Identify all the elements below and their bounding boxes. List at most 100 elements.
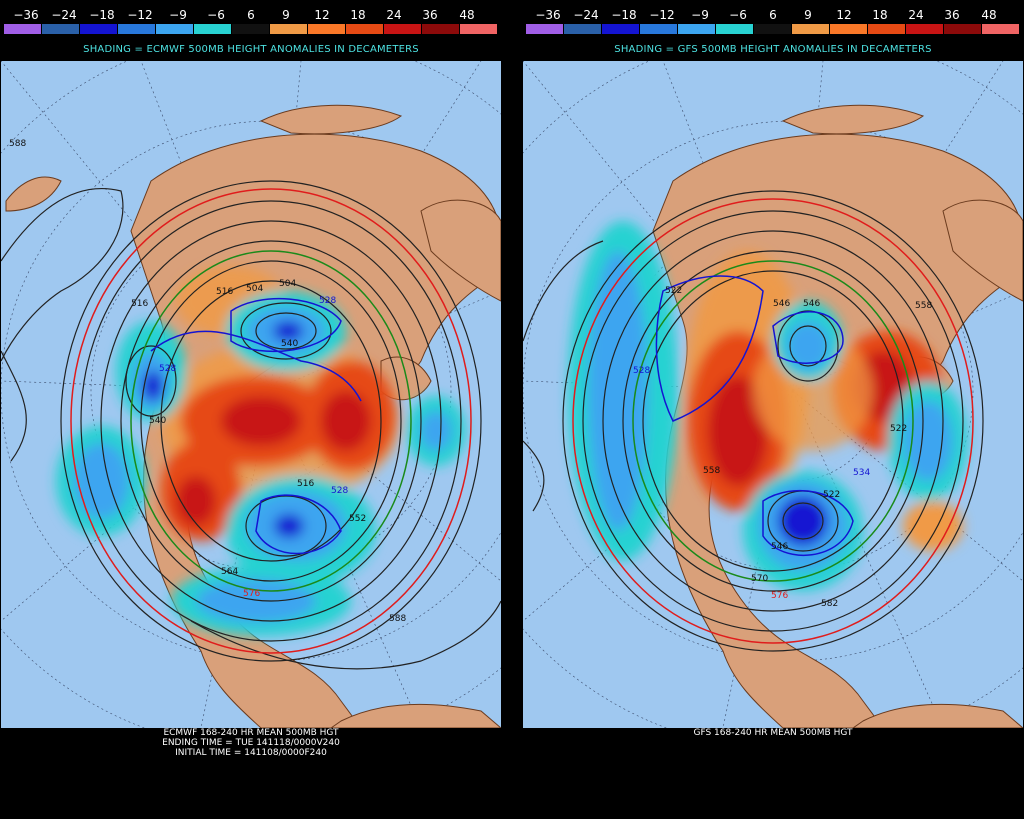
- footer-line: ENDING TIME = TUE 141118/0000V240: [162, 738, 340, 748]
- contour-label: 576: [243, 589, 260, 599]
- contour-label: 588: [9, 139, 26, 149]
- colorbar-swatch: [982, 24, 1020, 34]
- contour-label: 546: [771, 542, 788, 552]
- contour-label: 558: [703, 466, 720, 476]
- contour-label: 534: [853, 468, 870, 478]
- colorbar-swatch: [80, 24, 118, 34]
- contour-label: 558: [915, 301, 932, 311]
- key-contours: [70, 188, 472, 654]
- colorbar-swatch: [944, 24, 982, 34]
- shading-caption: SHADING = GFS 500MB HEIGHT ANOMALIES IN …: [614, 44, 932, 55]
- colorbar-swatch: [868, 24, 906, 34]
- colorbar-label: 18: [872, 8, 888, 22]
- footer-line: INITIAL TIME = 141108/0000F240: [175, 748, 327, 758]
- contour-label: 516: [131, 299, 148, 309]
- contour-label: 528: [319, 296, 336, 306]
- colorbar-label: 6: [769, 8, 777, 22]
- colorbar-label: −9: [691, 8, 709, 22]
- colorbar-label: 9: [282, 8, 290, 22]
- colorbar-labels: −36 −24 −18 −12 −9 −6 6 9 12 18 24 36 48: [523, 8, 1023, 22]
- colorbar-swatch: [270, 24, 308, 34]
- colorbar-swatch: [792, 24, 830, 34]
- colorbar-label: −12: [127, 8, 153, 22]
- colorbar-label: −9: [169, 8, 187, 22]
- gfs-map: 522 528 546 546 558 558 522 534 522 546 …: [523, 61, 1023, 728]
- anomaly-shading: [568, 221, 968, 591]
- model-footer: ECMWF 168-240 HR MEAN 500MB HGT ENDING T…: [1, 728, 501, 758]
- footer-line: ECMWF 168-240 HR MEAN 500MB HGT: [163, 728, 339, 738]
- colorbar-swatch: [564, 24, 602, 34]
- colorbar-label: 48: [981, 8, 997, 22]
- colorbar-swatch: [830, 24, 868, 34]
- colorbar-label: −18: [611, 8, 637, 22]
- colorbar-swatch: [526, 24, 564, 34]
- colorbar-label: 48: [459, 8, 475, 22]
- colorbar-label: 18: [350, 8, 366, 22]
- colorbar-label: −6: [207, 8, 225, 22]
- colorbar-label: −24: [51, 8, 77, 22]
- colorbar-swatch: [194, 24, 232, 34]
- contour-label: 522: [823, 490, 840, 500]
- colorbar-swatch: [346, 24, 384, 34]
- colorbar-label: −36: [535, 8, 561, 22]
- colorbar-swatch: [118, 24, 156, 34]
- anomaly-shading: [56, 266, 466, 636]
- contour-label: 522: [890, 424, 907, 434]
- colorbar-swatch: [602, 24, 640, 34]
- ecmwf-panel: −36 −24 −18 −12 −9 −6 6 9 12 18 24 36 48…: [1, 0, 501, 819]
- colorbar-label: −18: [89, 8, 115, 22]
- contour-label: 588: [389, 614, 406, 624]
- colorbar-label: −12: [649, 8, 675, 22]
- key-contours: [572, 198, 974, 644]
- colorbar-label: −6: [729, 8, 747, 22]
- colorbar-label: 36: [422, 8, 438, 22]
- contour-label: 564: [221, 567, 238, 577]
- contour-label: 504: [279, 279, 296, 289]
- colorbar-swatch: [422, 24, 460, 34]
- model-footer: GFS 168-240 HR MEAN 500MB HGT: [523, 728, 1023, 738]
- contour-label: 576: [771, 591, 788, 601]
- contour-labels: 522 528 546 546 558 558 522 534 522 546 …: [633, 286, 932, 609]
- contour-labels: 588 516 504 504 516 528 528 540 540 516 …: [9, 139, 406, 624]
- colorbar-label: 9: [804, 8, 812, 22]
- colorbar-swatch: [716, 24, 754, 34]
- height-contours: [1, 180, 501, 670]
- footer-line: GFS 168-240 HR MEAN 500MB HGT: [693, 728, 853, 738]
- colorbar-swatch: [460, 24, 498, 34]
- contour-label: 528: [159, 364, 176, 374]
- colorbar-label: −36: [13, 8, 39, 22]
- colorbar-label: −24: [573, 8, 599, 22]
- contour-label: 504: [246, 284, 263, 294]
- contour-label: 540: [281, 339, 298, 349]
- contour-label: 570: [751, 574, 768, 584]
- contour-label: 546: [773, 299, 790, 309]
- colorbar: [526, 24, 1020, 34]
- colorbar: [4, 24, 498, 34]
- colorbar-swatch: [232, 24, 270, 34]
- colorbar-swatch: [42, 24, 80, 34]
- contour-label: 516: [297, 479, 314, 489]
- colorbar-swatch: [156, 24, 194, 34]
- colorbar-swatch: [906, 24, 944, 34]
- colorbar-label: 12: [836, 8, 852, 22]
- contour-label: 546: [803, 299, 820, 309]
- contour-label: 540: [149, 416, 166, 426]
- colorbar-label: 12: [314, 8, 330, 22]
- colorbar-labels: −36 −24 −18 −12 −9 −6 6 9 12 18 24 36 48: [1, 8, 501, 22]
- colorbar-label: 36: [944, 8, 960, 22]
- ecmwf-map: 588 516 504 504 516 528 528 540 540 516 …: [1, 61, 501, 728]
- colorbar-swatch: [384, 24, 422, 34]
- colorbar-swatch: [754, 24, 792, 34]
- colorbar-label: 24: [908, 8, 924, 22]
- colorbar-swatch: [4, 24, 42, 34]
- shading-caption: SHADING = ECMWF 500MB HEIGHT ANOMALIES I…: [83, 44, 419, 55]
- contour-label: 552: [349, 514, 366, 524]
- contour-label: 528: [633, 366, 650, 376]
- gfs-panel: −36 −24 −18 −12 −9 −6 6 9 12 18 24 36 48…: [523, 0, 1023, 819]
- colorbar-label: 6: [247, 8, 255, 22]
- contour-label: 522: [665, 286, 682, 296]
- colorbar-label: 24: [386, 8, 402, 22]
- contour-label: 528: [331, 486, 348, 496]
- colorbar-swatch: [678, 24, 716, 34]
- colorbar-swatch: [640, 24, 678, 34]
